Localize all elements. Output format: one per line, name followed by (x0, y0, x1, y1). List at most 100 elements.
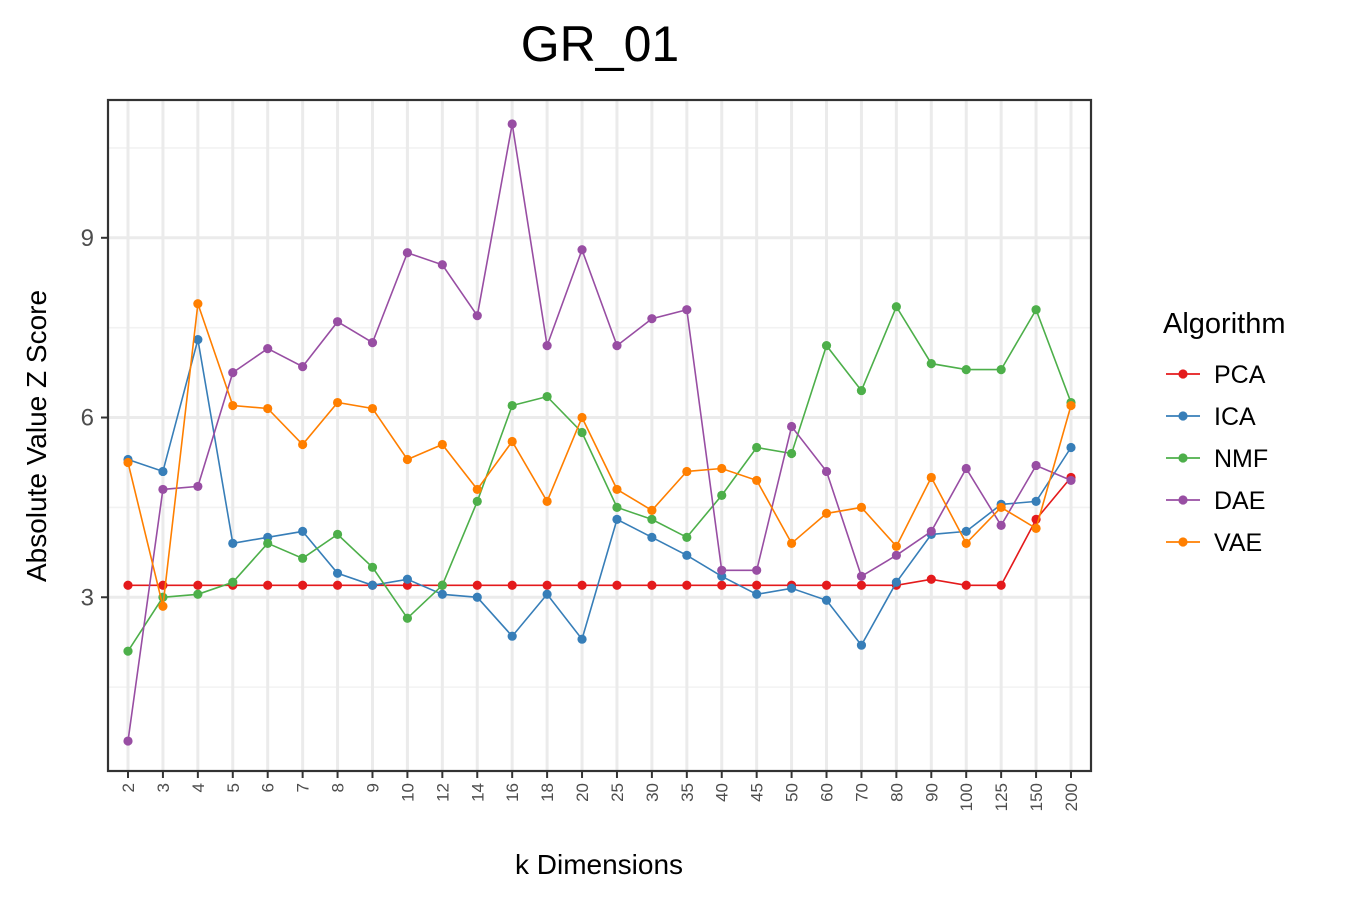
data-point (752, 589, 762, 599)
data-point (472, 484, 482, 495)
data-point (298, 553, 308, 563)
data-point (682, 305, 692, 315)
data-point (612, 502, 622, 512)
data-point (123, 580, 133, 590)
data-point (682, 580, 692, 590)
series-pca (123, 472, 1076, 590)
chart-title: GR_01 (521, 16, 679, 72)
data-point (332, 397, 343, 408)
data-point (542, 496, 552, 507)
data-point (193, 589, 203, 599)
series-line (128, 476, 1072, 587)
series-line (127, 339, 1072, 647)
data-point (507, 631, 517, 641)
x-tick-label: 16 (503, 783, 522, 802)
data-point (752, 442, 762, 453)
data-point (298, 439, 308, 450)
x-tick-label: 12 (433, 783, 452, 802)
data-point (752, 580, 762, 590)
data-point (612, 341, 622, 351)
data-point (158, 466, 168, 477)
data-point (1031, 305, 1041, 315)
data-point (158, 484, 168, 495)
data-point (402, 613, 413, 623)
x-tick-label: 45 (748, 783, 767, 802)
data-point (996, 580, 1006, 590)
data-point (472, 311, 482, 321)
y-axis-title: Absolute Value Z Score (21, 290, 52, 582)
data-point (821, 466, 832, 477)
legend-key-point (1178, 411, 1188, 421)
data-point (682, 550, 692, 560)
plot-panel-border (106, 98, 1093, 773)
legend-item-ica: ICA (1166, 403, 1256, 431)
data-point (891, 577, 901, 587)
data-point (542, 341, 552, 351)
data-point (717, 565, 727, 575)
data-point (507, 436, 517, 447)
data-point (158, 601, 168, 611)
data-point (717, 463, 727, 474)
data-point (332, 529, 343, 539)
data-point (1031, 460, 1041, 471)
data-point (996, 364, 1006, 375)
data-point (437, 580, 447, 590)
legend: Algorithm PCA ICA NMF DAE VAE (1163, 308, 1286, 557)
data-point (717, 580, 727, 590)
data-point (821, 508, 832, 518)
data-point (298, 362, 308, 372)
data-point (1066, 475, 1076, 486)
x-axis: 2 3 4 5 6 7 8 9 10 12 14 16 18 20 25 30 35 40 45 50 60 70 80 90… (119, 771, 1081, 811)
legend-label: PCA (1214, 361, 1266, 389)
data-point (682, 532, 692, 542)
data-point (856, 571, 867, 581)
data-point (612, 514, 622, 524)
legend-label: DAE (1214, 487, 1265, 515)
series-line (127, 304, 1072, 652)
legend-item-pca: PCA (1166, 361, 1266, 389)
x-tick-label: 150 (1027, 783, 1046, 811)
legend-key-point (1178, 495, 1188, 505)
x-axis-title: k Dimensions (515, 849, 683, 880)
data-point (786, 421, 797, 432)
data-point (263, 344, 273, 354)
data-point (437, 439, 447, 450)
data-point (612, 484, 622, 495)
data-point (647, 514, 657, 524)
data-point (647, 505, 657, 515)
data-point (786, 538, 797, 548)
data-point (367, 403, 378, 414)
legend-key-point (1178, 537, 1188, 547)
x-tick-label: 8 (329, 783, 348, 792)
y-tick-label: 6 (81, 405, 94, 432)
data-point (367, 338, 378, 348)
y-tick-label: 9 (81, 225, 94, 252)
data-point (507, 580, 517, 590)
data-point (542, 580, 552, 590)
data-point (298, 526, 308, 536)
series-line (127, 123, 1072, 742)
data-point (1031, 496, 1041, 507)
legend-key-point (1178, 369, 1188, 379)
x-tick-label: 60 (818, 783, 837, 802)
data-point (1066, 400, 1076, 411)
data-point (472, 580, 482, 590)
legend-item-vae: VAE (1166, 529, 1262, 557)
x-tick-label: 30 (643, 783, 662, 802)
data-point (821, 580, 832, 590)
data-point (263, 538, 273, 548)
data-point (856, 580, 867, 590)
data-point (577, 427, 587, 438)
legend-label: NMF (1214, 445, 1268, 473)
data-point (193, 481, 203, 492)
legend-key-point (1178, 453, 1188, 463)
series-ica (123, 335, 1076, 650)
data-point (542, 589, 552, 599)
x-tick-label: 10 (398, 783, 417, 802)
x-tick-label: 4 (189, 783, 208, 792)
data-point (263, 403, 273, 414)
data-point (298, 580, 308, 590)
data-point (682, 466, 692, 477)
data-point (891, 550, 901, 560)
